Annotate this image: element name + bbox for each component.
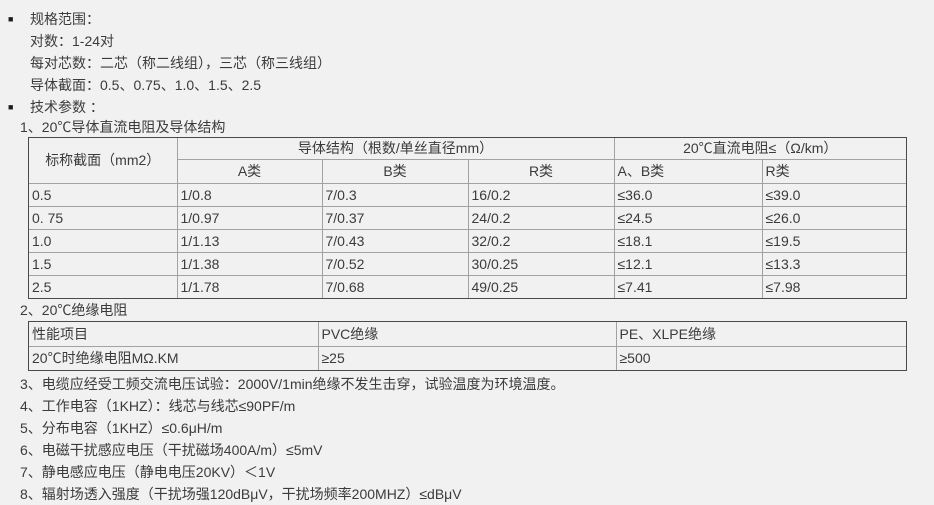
table-cell: 16/0.2 (468, 183, 615, 207)
table-cell: 1.5 (29, 252, 178, 276)
tech-item-5: 5、分布电容（1KHZ）≤0.6μH/m (20, 420, 223, 436)
spec-line-cores: 每对芯数：二芯（称二线组），三芯（称三线组） (30, 55, 331, 71)
table-cell: 1/1.38 (177, 252, 323, 276)
table-cell: 0. 75 (29, 206, 178, 230)
bullet-square-icon: ■ (8, 14, 14, 24)
table-cell: 0.5 (29, 183, 178, 207)
tech-item-8: 8、辐射场透入强度（干扰场强120dBμV，干扰场频率200MHZ）≤dBμV (20, 486, 462, 502)
table-row: 性能项目 PVC绝缘 PE、XLPE绝缘 (29, 322, 906, 347)
table1-subheader-class-a: A类 (177, 159, 323, 184)
table-cell: ≤12.1 (614, 252, 763, 276)
table1-subheader-class-b: B类 (322, 159, 469, 184)
table-cell: ≤24.5 (614, 206, 763, 230)
spec-line-pairs: 对数：1-24对 (30, 33, 115, 49)
table-cell: ≤26.0 (762, 206, 906, 230)
table1-header-dc-resistance: 20℃直流电阻≤（Ω/km） (614, 138, 906, 160)
table-cell: ≤7.41 (614, 275, 763, 298)
table-cell: ≤7.98 (765, 278, 801, 295)
table1-subheader-class-ab: A、B类 (614, 159, 763, 184)
table2-header-pvc: PVC绝缘 (318, 322, 617, 347)
table-cell: 32/0.2 (468, 229, 615, 253)
table-cell: ≤19.5 (762, 229, 906, 253)
table-cell: ≤18.1 (614, 229, 763, 253)
spec-line-sections: 导体截面：0.5、0.75、1.0、1.5、2.5 (30, 77, 262, 93)
tech-params-title: 技术参数 ： (30, 99, 104, 115)
table-cell: 2.5 (29, 275, 178, 298)
spec-range-title: 规格范围： (30, 11, 100, 27)
table-cell: 1/0.8 (177, 183, 323, 207)
table1-subheader-class-r: R类 (468, 159, 615, 184)
table1-subheader-class-r2: R类 (762, 159, 906, 184)
table-cell: 24/0.2 (468, 206, 615, 230)
spec-range-heading: ■ 规格范围： (8, 8, 934, 30)
table-cell: 7/0.68 (322, 275, 469, 298)
table-cell: ≥500 (619, 350, 651, 367)
table-cell: ≤39.0 (762, 183, 906, 207)
table-cell: 7/0.52 (322, 252, 469, 276)
table-row: 0.5 1/0.8 7/0.3 16/0.2 ≤36.0 ≤39.0 (29, 183, 906, 207)
table1-header-nominal-section: 标称截面（mm2） (29, 138, 178, 184)
tech-items-list: 3、电缆应经受工频交流电压试验：2000V/1min绝缘不发生击穿，试验温度为环… (0, 373, 934, 505)
tech-item-7: 7、静电感应电压（静电电压20KV）＜1V (20, 464, 276, 480)
table-cell: 7/0.3 (322, 183, 469, 207)
table1-header-conductor-structure: 导体结构（根数/单丝直径mm） (177, 138, 615, 160)
table2-header-property: 性能项目 (29, 322, 319, 347)
tech-params-heading: ■ 技术参数 ： (8, 96, 934, 118)
table-cell: 49/0.25 (468, 275, 615, 298)
tech-item-4: 4、工作电容（1KHZ）：线芯与线芯≤90PF/m (20, 398, 296, 414)
tech-item-2-title: 2、20℃绝缘电阻 (20, 302, 128, 318)
table-cell: ≤13.3 (762, 252, 906, 276)
table2-header-pe-xlpe: PE、XLPE绝缘 (616, 322, 906, 347)
table-cell: 7/0.43 (322, 229, 469, 253)
tech-item-3: 3、电缆应经受工频交流电压试验：2000V/1min绝缘不发生击穿，试验温度为环… (20, 376, 565, 392)
tech-item-6: 6、电磁干扰感应电压（干扰磁场400A/m）≤5mV (20, 442, 323, 458)
bullet-square-icon: ■ (8, 102, 14, 112)
table-row: 1.0 1/1.13 7/0.43 32/0.2 ≤18.1 ≤19.5 (29, 229, 906, 253)
table-cell: 1.0 (29, 229, 178, 253)
table-row: 20℃时绝缘电阻MΩ.KM ≥25 ≥500 (29, 346, 906, 370)
table-cell: 1/1.13 (177, 229, 323, 253)
conductor-resistance-table: 标称截面（mm2） 导体结构（根数/单丝直径mm） 20℃直流电阻≤（Ω/km）… (28, 137, 907, 299)
table-cell: 1/0.97 (177, 206, 323, 230)
table-row: 0. 75 1/0.97 7/0.37 24/0.2 ≤24.5 ≤26.0 (29, 206, 906, 230)
table-cell: 20℃时绝缘电阻MΩ.KM (29, 346, 319, 370)
insulation-resistance-table: 性能项目 PVC绝缘 PE、XLPE绝缘 20℃时绝缘电阻MΩ.KM ≥25 ≥… (28, 321, 907, 371)
tech-item-1-title: 1、20℃导体直流电阻及导体结构 (20, 119, 226, 135)
table-cell: 30/0.25 (468, 252, 615, 276)
table-cell: 7/0.37 (322, 206, 469, 230)
table-row: 1.5 1/1.38 7/0.52 30/0.25 ≤12.1 ≤13.3 (29, 252, 906, 276)
table-cell: ≥25 (318, 346, 617, 370)
table-cell: ≤36.0 (614, 183, 763, 207)
table-row: 2.5 1/1.78 7/0.68 49/0.25 ≤7.41 ≤7.98 (29, 275, 906, 298)
table-cell: 1/1.78 (177, 275, 323, 298)
